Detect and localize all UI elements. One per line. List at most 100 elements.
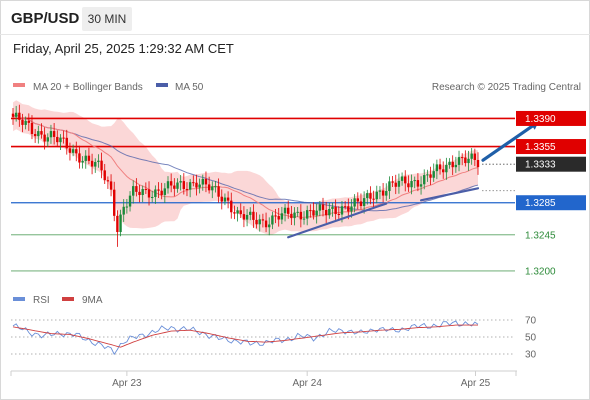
rsi-legend-swatch xyxy=(13,297,25,301)
candle-body xyxy=(204,178,208,185)
candle-body xyxy=(144,189,148,191)
ma50-legend-label: MA 50 xyxy=(175,82,204,93)
candle-body xyxy=(378,190,382,192)
pivot-price-label: 1.3285 xyxy=(525,198,556,209)
candle-body xyxy=(372,198,375,200)
candle-body xyxy=(264,220,268,228)
candle-body xyxy=(457,157,461,165)
rsi-legend-label: RSI xyxy=(33,295,50,306)
candle-body xyxy=(239,210,242,215)
ma20-legend-label: MA 20 + Bollinger Bands xyxy=(33,82,143,93)
candle-body xyxy=(467,158,470,164)
candle-body xyxy=(252,211,255,220)
candle-body xyxy=(271,215,274,225)
timeframe-badge[interactable]: 30 MIN xyxy=(82,7,132,31)
candle-body xyxy=(223,197,227,202)
candle-body xyxy=(24,120,27,125)
candle-body xyxy=(87,155,91,161)
candle-body xyxy=(40,131,43,135)
candle-body xyxy=(103,170,106,181)
candle-body xyxy=(71,149,75,153)
candle-body xyxy=(182,181,186,189)
rsi-level-label: 70 xyxy=(525,316,537,327)
candle-body xyxy=(432,171,435,178)
candle-body xyxy=(429,174,432,178)
candle-body xyxy=(125,206,129,208)
candle-body xyxy=(350,206,353,212)
candle-body xyxy=(245,214,249,220)
candle-body xyxy=(78,153,81,163)
candle-body xyxy=(268,224,271,228)
candle-body xyxy=(75,149,78,154)
candle-body xyxy=(201,178,204,185)
last-price-badge xyxy=(516,156,586,172)
candle-body xyxy=(331,206,334,209)
candle-body xyxy=(14,112,18,117)
x-tick-label: Apr 24 xyxy=(292,378,322,389)
candle-body xyxy=(56,136,59,143)
candle-body xyxy=(37,131,40,137)
x-tick-label: Apr 23 xyxy=(112,378,142,389)
candle-body xyxy=(122,206,125,215)
candle-body xyxy=(359,201,363,206)
candle-body xyxy=(334,206,337,215)
candle-body xyxy=(226,197,230,201)
candle-body xyxy=(302,218,306,220)
candle-body xyxy=(173,185,176,189)
candle-body xyxy=(163,188,167,195)
rsi-level-label: 30 xyxy=(525,350,537,361)
candle-body xyxy=(30,122,34,134)
candle-body xyxy=(18,112,21,120)
support-price-label: 1.3245 xyxy=(525,230,556,241)
candle-body xyxy=(154,189,157,197)
candle-body xyxy=(274,215,277,217)
candle-body xyxy=(369,193,372,199)
candle-body xyxy=(217,186,220,197)
candle-body xyxy=(192,182,195,184)
candle-body xyxy=(375,191,378,200)
candle-body xyxy=(309,210,312,212)
candle-body xyxy=(249,211,252,215)
ma50-legend-swatch xyxy=(156,83,168,87)
candle-body xyxy=(454,164,458,168)
candle-body xyxy=(81,160,84,163)
candle-body xyxy=(287,207,290,214)
candle-body xyxy=(296,211,299,213)
candle-body xyxy=(476,159,480,168)
candle-body xyxy=(385,191,388,196)
resistance-price-badge xyxy=(516,110,586,126)
candle-body xyxy=(464,157,467,164)
candle-body xyxy=(230,200,233,213)
forecast-arrow-shaft xyxy=(481,121,538,162)
support-price-label: 1.3200 xyxy=(525,266,556,277)
candle-body xyxy=(318,204,322,211)
candle-body xyxy=(448,161,451,165)
candle-body xyxy=(65,137,68,149)
candle-body xyxy=(169,181,173,186)
candle-body xyxy=(312,210,315,216)
candle-body xyxy=(419,184,423,187)
candle-body xyxy=(404,176,407,184)
candle-body xyxy=(343,206,347,208)
candle-body xyxy=(46,137,49,142)
candle-body xyxy=(340,206,344,215)
candle-body xyxy=(280,213,284,220)
candle-body xyxy=(410,181,413,188)
candle-body xyxy=(166,181,170,189)
symbol-title: GBP/USD xyxy=(11,10,80,27)
candle-body xyxy=(160,190,163,195)
candle-body xyxy=(258,219,261,225)
candle-body xyxy=(328,208,331,216)
candle-body xyxy=(337,214,341,216)
resistance-price-badge xyxy=(516,139,586,155)
candle-body xyxy=(214,186,217,188)
candle-body xyxy=(283,207,287,214)
candle-body xyxy=(147,189,151,198)
rsi-ma-line xyxy=(12,324,478,348)
candle-body xyxy=(277,216,280,220)
ma50-line xyxy=(12,114,479,212)
candle-body xyxy=(116,215,119,233)
candle-body xyxy=(438,164,442,170)
candle-body xyxy=(356,198,359,202)
pivot-price-badge xyxy=(516,195,586,211)
